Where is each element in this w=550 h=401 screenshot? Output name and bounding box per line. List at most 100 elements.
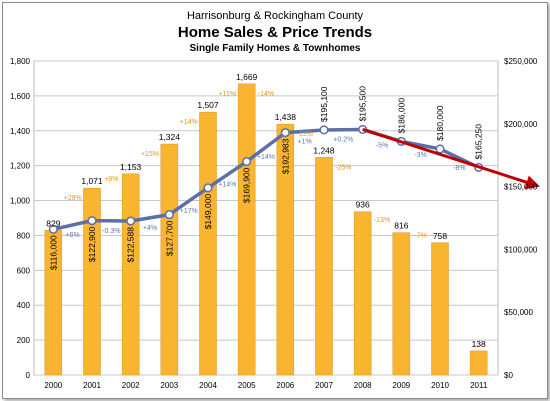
sales-value-label: 1,071	[81, 176, 103, 186]
trend-arrow-head	[524, 175, 540, 189]
median-price-label: $149,000	[203, 194, 213, 230]
chart-title: Home Sales & Price Trends	[178, 24, 372, 41]
x-axis-tick-label: 2005	[238, 381, 256, 390]
median-price-point	[280, 128, 290, 138]
right-axis-tick-label: $0	[504, 371, 513, 380]
median-price-label: $195,500	[358, 86, 368, 122]
sales-value-label: 1,507	[197, 100, 219, 110]
x-axis-tick-label: 2006	[276, 381, 294, 390]
sales-bar	[392, 232, 411, 376]
median-price-change-label: +0.2%	[333, 137, 353, 144]
sales-bar	[469, 350, 488, 376]
median-price-change-label: -5%	[376, 142, 388, 149]
sales-bar	[237, 83, 256, 376]
median-price-label: $180,000	[435, 105, 445, 141]
sales-bar	[276, 123, 295, 376]
x-axis-tick-label: 2010	[431, 381, 449, 390]
median-price-label: $122,588	[126, 227, 136, 263]
sales-value-label: 936	[356, 200, 370, 210]
left-axis-tick-label: 1,000	[10, 197, 31, 206]
left-axis-tick-label: 1,600	[10, 92, 31, 101]
x-axis-tick-label: 2004	[199, 381, 217, 390]
x-axis-tick-label: 2002	[122, 381, 140, 390]
median-price-label: $195,100	[319, 86, 329, 122]
sales-change-label: +29%	[64, 195, 82, 202]
median-price-point	[87, 216, 97, 226]
left-axis-tick-label: 600	[17, 266, 31, 275]
median-price-change-label: +14%	[257, 154, 275, 161]
sales-change-label: -25%	[335, 164, 351, 171]
x-axis-tick-label: 2001	[83, 381, 101, 390]
sales-value-label: 1,669	[236, 72, 258, 82]
median-price-point	[435, 144, 445, 154]
sales-bar	[199, 111, 217, 376]
sales-change-label: +8%	[104, 176, 118, 183]
left-axis-tick-label: 400	[17, 301, 31, 310]
median-price-label: $165,250	[474, 124, 484, 160]
sales-bar	[431, 242, 449, 376]
sales-change-label: -13%	[374, 217, 390, 224]
left-axis-tick-label: 800	[17, 231, 31, 240]
sales-bar	[83, 187, 101, 376]
x-axis-tick-label: 2003	[160, 381, 178, 390]
median-price-point	[126, 216, 136, 226]
sales-change-label: -7%	[414, 233, 426, 240]
median-price-change-label: +17%	[180, 208, 198, 215]
median-price-change-label: +1%	[298, 138, 312, 145]
sales-value-label: 758	[433, 231, 447, 241]
x-axis-tick-label: 2009	[392, 381, 410, 390]
median-price-label: $192,983	[280, 138, 290, 174]
left-axis-tick-label: 200	[17, 336, 31, 345]
median-price-label: $116,000	[48, 235, 58, 270]
x-axis-tick-label: 2008	[354, 381, 372, 390]
median-price-point	[48, 224, 58, 234]
right-axis-tick-label: $150,000	[504, 183, 538, 192]
plot-area-border	[33, 60, 499, 376]
sales-change-label: -14%	[258, 91, 274, 98]
median-price-label: $186,000	[396, 98, 406, 134]
chart-title-line1: Harrisonburg & Rockingham County	[187, 10, 364, 22]
right-axis-tick-label: $50,000	[504, 308, 533, 317]
median-price-change-label: -3%	[414, 152, 426, 159]
median-price-change-label: +14%	[218, 182, 236, 189]
median-price-change-label: +4%	[143, 225, 157, 232]
median-price-change-label: -8%	[453, 165, 465, 172]
sales-bar	[121, 173, 140, 376]
sales-value-label: 1,324	[159, 132, 181, 142]
left-axis-tick-label: 1,800	[10, 57, 31, 66]
median-price-change-label: +6%	[66, 232, 80, 239]
sales-value-label: 1,248	[313, 145, 335, 155]
right-axis-tick-label: $250,000	[504, 57, 538, 66]
right-axis-tick-label: $100,000	[504, 245, 538, 254]
median-price-label: $127,700	[164, 220, 174, 256]
median-price-label: $122,900	[87, 226, 97, 262]
sales-value-label: 829	[46, 218, 60, 228]
sales-change-label: -13%	[296, 131, 312, 138]
median-price-label: $169,900	[242, 167, 252, 203]
x-axis-tick-label: 2000	[44, 381, 62, 390]
left-axis-tick-label: 0	[26, 371, 31, 380]
sales-value-label: 138	[472, 339, 486, 349]
trend-arrow-shaft	[362, 128, 528, 184]
x-axis-tick-label: 2007	[315, 381, 333, 390]
sales-bar	[315, 157, 333, 376]
left-axis-tick-label: 1,200	[10, 162, 31, 171]
right-axis-tick-label: $200,000	[504, 120, 538, 129]
sales-value-label: 1,438	[275, 112, 297, 122]
sales-value-label: 816	[394, 221, 408, 231]
median-price-change-label: -0.3%	[102, 228, 120, 235]
sales-value-label: 1,153	[120, 162, 142, 172]
median-price-point	[203, 183, 213, 193]
median-price-point	[164, 210, 174, 220]
sales-change-label: +15%	[141, 151, 159, 158]
sales-bar	[160, 143, 179, 376]
median-price-point	[242, 157, 252, 167]
sales-change-label: +14%	[180, 119, 198, 126]
median-price-point	[319, 125, 329, 135]
x-axis-tick-label: 2011	[470, 381, 488, 390]
left-axis-tick-label: 1,400	[10, 127, 31, 136]
chart-subtitle: Single Family Homes & Townhomes	[190, 43, 361, 54]
sales-change-label: +11%	[219, 91, 237, 98]
sales-bar	[353, 211, 372, 376]
